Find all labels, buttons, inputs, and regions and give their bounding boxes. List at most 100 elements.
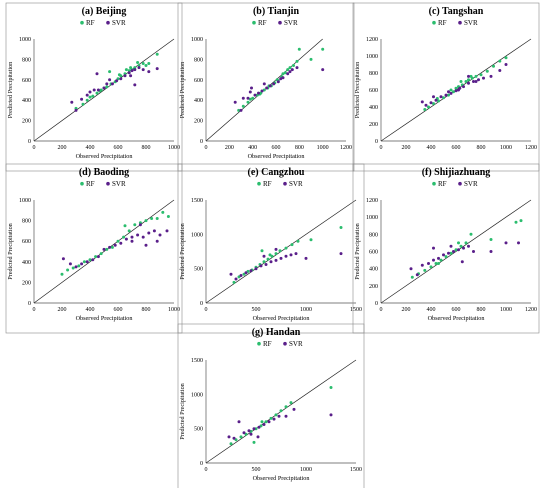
point-svr (489, 250, 493, 253)
point-svr (437, 256, 440, 260)
point-rf (144, 219, 148, 223)
point-svr (432, 246, 435, 250)
point-rf (427, 105, 430, 109)
point-svr (457, 88, 460, 92)
legend-marker-svr (458, 181, 462, 186)
point-rf (492, 64, 495, 68)
point-svr (498, 69, 502, 72)
y-tick-label: 200 (194, 119, 203, 125)
point-svr (233, 100, 237, 104)
x-axis-label: Observed Precipitation (76, 153, 133, 160)
legend-label-rf: RF (86, 19, 95, 27)
point-rf (262, 88, 266, 92)
legend-marker-svr (106, 20, 110, 25)
point-rf (71, 266, 75, 270)
x-tick-label: 600 (114, 307, 123, 313)
point-svr (489, 74, 493, 78)
point-rf (432, 102, 435, 106)
point-svr (452, 250, 455, 253)
point-rf (309, 238, 313, 242)
y-tick-label: 1500 (191, 198, 203, 204)
x-tick-label: 1000 (300, 307, 312, 313)
point-rf (144, 64, 148, 67)
point-rf (229, 442, 233, 446)
point-rf (264, 420, 268, 424)
point-svr (239, 108, 243, 112)
point-svr (133, 83, 137, 87)
y-tick-label: 1000 (191, 392, 203, 398)
y-tick-label: 1000 (19, 198, 31, 204)
y-tick-label: 800 (194, 57, 203, 63)
point-svr (427, 262, 430, 265)
legend-marker-rf (257, 181, 261, 186)
point-svr (130, 235, 134, 239)
point-rf (88, 95, 92, 99)
x-tick-label: 200 (225, 145, 234, 151)
point-rf (454, 248, 458, 252)
legend-label-svr: SVR (289, 340, 303, 348)
point-svr (277, 414, 281, 418)
chart-title: (d) Baoding (79, 167, 129, 178)
reference-line (33, 38, 175, 142)
x-tick-label: 600 (272, 145, 281, 151)
legend-label-svr: SVR (284, 19, 298, 27)
point-svr (260, 89, 264, 93)
point-svr (253, 93, 257, 97)
x-tick-label: 1500 (350, 307, 362, 313)
point-rf (410, 275, 414, 279)
point-svr (262, 423, 266, 426)
point-svr (141, 235, 145, 239)
y-axis-label: Predicted Precipitation (354, 223, 361, 280)
point-rf (150, 217, 154, 220)
reference-line (380, 199, 532, 304)
point-rf (252, 440, 256, 444)
point-rf (91, 94, 95, 98)
point-svr (415, 273, 419, 277)
point-rf (485, 69, 489, 73)
y-tick-label: 1500 (191, 358, 203, 364)
point-rf (464, 241, 468, 245)
x-tick-label: 1200 (525, 145, 537, 151)
point-rf (288, 66, 292, 70)
point-rf (296, 239, 300, 243)
x-tick-label: 500 (252, 307, 261, 313)
point-svr (460, 260, 464, 264)
x-tick-label: 800 (142, 145, 151, 151)
point-rf (99, 252, 103, 256)
point-svr (113, 243, 117, 247)
y-tick-label: 200 (369, 122, 378, 128)
point-rf (279, 409, 283, 413)
y-tick-label: 200 (22, 280, 31, 286)
chart-frame (177, 163, 365, 334)
point-rf (449, 88, 453, 92)
chart-frame (352, 163, 540, 334)
point-svr (504, 63, 508, 66)
point-rf (269, 416, 273, 420)
x-tick-label: 0 (33, 307, 36, 313)
legend-marker-rf (80, 181, 84, 186)
chart-title: (e) Cangzhou (248, 167, 305, 178)
point-svr (241, 96, 245, 100)
point-svr (420, 100, 424, 104)
point-svr (80, 262, 84, 266)
chart-panel-1: (a) Beijing RF SVR 0 200 400 600 800 1000 0 200 400… (5, 2, 183, 172)
chart-title: (c) Tangshan (429, 6, 484, 17)
y-tick-label: 0 (200, 461, 203, 467)
point-rf (454, 86, 458, 90)
point-svr (274, 247, 278, 251)
point-svr (237, 420, 241, 424)
point-rf (166, 215, 170, 218)
point-svr (482, 76, 485, 80)
point-svr (276, 80, 280, 84)
x-tick-label: 200 (402, 145, 411, 151)
legend-label-rf: RF (86, 180, 95, 188)
point-svr (429, 101, 433, 105)
x-tick-label: 600 (452, 307, 461, 313)
x-axis-label: Observed Precipitation (253, 315, 310, 322)
point-svr (123, 74, 127, 78)
point-rf (260, 420, 264, 424)
x-tick-label: 1200 (525, 307, 537, 313)
point-rf (127, 69, 131, 73)
point-svr (152, 229, 156, 233)
point-rf (459, 80, 463, 83)
